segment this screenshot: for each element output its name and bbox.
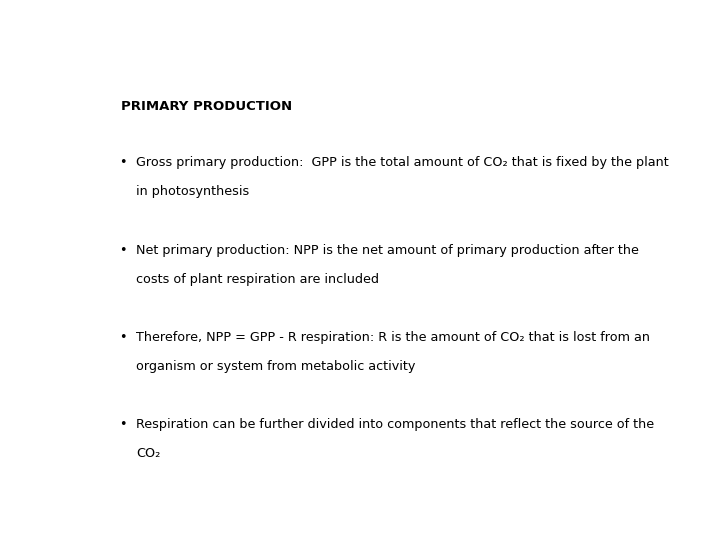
Text: •: • [119, 418, 127, 431]
Text: costs of plant respiration are included: costs of plant respiration are included [136, 273, 379, 286]
Text: Therefore, NPP = GPP - R respiration: R is the amount of CO₂ that is lost from a: Therefore, NPP = GPP - R respiration: R … [136, 331, 649, 344]
Text: Respiration can be further divided into components that reflect the source of th: Respiration can be further divided into … [136, 418, 654, 431]
Text: organism or system from metabolic activity: organism or system from metabolic activi… [136, 360, 415, 373]
Text: in photosynthesis: in photosynthesis [136, 185, 249, 198]
Text: •: • [119, 156, 127, 169]
Text: PRIMARY PRODUCTION: PRIMARY PRODUCTION [121, 100, 292, 113]
Text: Net primary production: NPP is the net amount of primary production after the: Net primary production: NPP is the net a… [136, 244, 639, 256]
Text: Gross primary production:  GPP is the total amount of CO₂ that is fixed by the p: Gross primary production: GPP is the tot… [136, 156, 668, 169]
Text: •: • [119, 331, 127, 344]
Text: CO₂: CO₂ [136, 447, 160, 460]
Text: •: • [119, 244, 127, 256]
